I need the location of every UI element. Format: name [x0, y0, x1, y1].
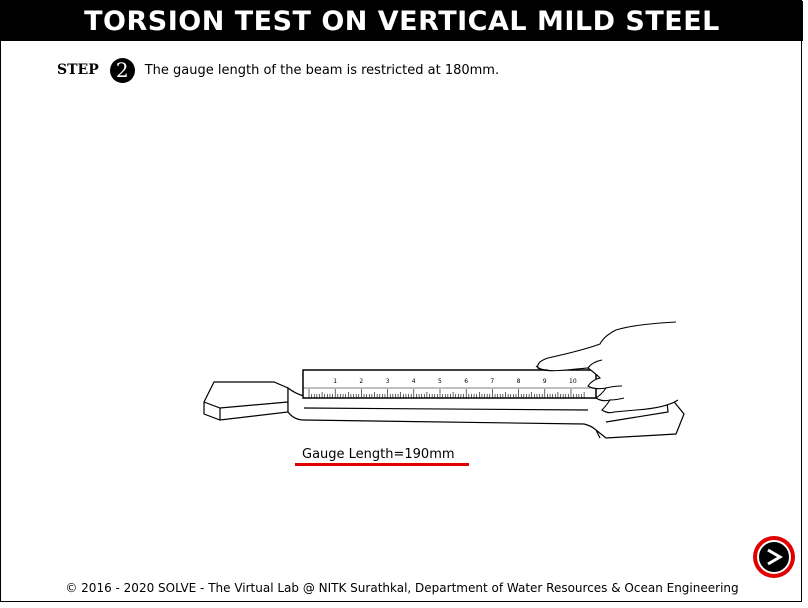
hand-drawing: [535, 321, 679, 414]
arrow-right-icon: [757, 540, 791, 574]
step-label: STEP: [57, 62, 99, 78]
step-number-badge: 2: [109, 57, 135, 83]
footer-copyright: © 2016 - 2020 SOLVE - The Virtual Lab @ …: [65, 581, 739, 595]
step-instruction: STEP 2 The gauge length of the beam is r…: [57, 56, 499, 84]
gauge-length-underline: [295, 463, 469, 466]
ruler-tick-label: 4: [412, 378, 416, 385]
gauge-length-label: Gauge Length=190mm: [302, 447, 455, 462]
next-button[interactable]: [753, 536, 795, 578]
measuring-ruler: 1 2 3 4 5 6 7 8 9 10: [302, 369, 597, 399]
step-text: The gauge length of the beam is restrict…: [144, 62, 500, 78]
ruler-tick-label: 2: [359, 378, 363, 385]
ruler-tick-label: 9: [543, 378, 547, 385]
steel-specimen: [203, 381, 685, 439]
ruler-tick-label: 1: [333, 378, 337, 385]
beam-ruler-illustration: 1 2 3 4 5 6 7 8 9 10: [203, 321, 685, 439]
ruler-tick-label: 3: [386, 378, 390, 385]
ruler-tick-label: 8: [517, 378, 521, 385]
ruler-tick-label: 7: [490, 378, 494, 385]
ruler-tick-label: 6: [464, 378, 468, 385]
ruler-tick-label: 10: [569, 378, 577, 385]
page-title: TORSION TEST ON VERTICAL MILD STEEL: [1, 1, 803, 41]
ruler-tick-label: 5: [438, 378, 442, 385]
